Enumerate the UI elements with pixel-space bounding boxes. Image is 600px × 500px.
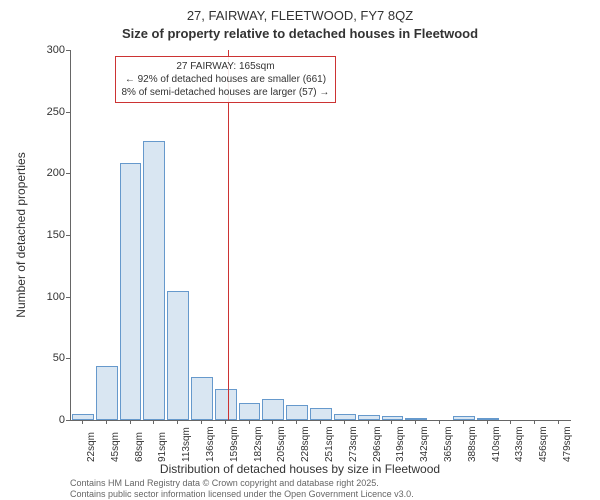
x-tick-label: 388sqm [467, 426, 478, 462]
histogram-bar [239, 403, 261, 420]
y-tick-label: 150 [35, 229, 65, 241]
x-tick-label: 319sqm [395, 426, 406, 462]
x-tick-label: 365sqm [443, 426, 454, 462]
y-tick-label: 200 [35, 167, 65, 179]
annotation-box: 27 FAIRWAY: 165sqm ← 92% of detached hou… [115, 56, 337, 103]
annotation-smaller: ← 92% of detached houses are smaller (66… [122, 73, 330, 86]
x-tick-label: 136sqm [205, 426, 216, 462]
x-tick-label: 479sqm [562, 426, 573, 462]
y-axis-label: Number of detached properties [14, 152, 28, 317]
x-tick-label: 159sqm [229, 426, 240, 462]
y-tick-label: 0 [35, 414, 65, 426]
histogram-bar [453, 416, 475, 420]
x-tick-label: 273sqm [348, 426, 359, 462]
x-tick-label: 205sqm [276, 426, 287, 462]
histogram-bar [382, 416, 404, 420]
histogram-bar [72, 414, 94, 420]
y-tick-label: 300 [35, 44, 65, 56]
y-tick-label: 250 [35, 106, 65, 118]
x-tick-label: 113sqm [181, 427, 192, 462]
plot-area: 27 FAIRWAY: 165sqm ← 92% of detached hou… [70, 50, 571, 421]
footnote-1: Contains HM Land Registry data © Crown c… [70, 478, 379, 488]
x-tick-label: 91sqm [157, 432, 168, 462]
chart-title-address: 27, FAIRWAY, FLEETWOOD, FY7 8QZ [0, 8, 600, 23]
x-tick-label: 296sqm [372, 426, 383, 462]
histogram-bar [477, 418, 499, 420]
x-tick-label: 22sqm [86, 432, 97, 462]
x-tick-label: 228sqm [300, 426, 311, 462]
histogram-bar [167, 291, 189, 421]
histogram-bar [262, 399, 284, 420]
histogram-bar [143, 141, 165, 420]
y-tick-label: 100 [35, 291, 65, 303]
x-tick-label: 68sqm [134, 432, 145, 462]
histogram-bar [358, 415, 380, 420]
property-marker-line [228, 50, 229, 420]
histogram-bar [215, 389, 237, 420]
x-tick-label: 182sqm [253, 426, 264, 462]
x-tick-label: 456sqm [538, 426, 549, 462]
x-tick-label: 251sqm [324, 426, 335, 462]
annotation-larger: 8% of semi-detached houses are larger (5… [122, 86, 330, 99]
x-tick-label: 433sqm [514, 426, 525, 462]
footnote-2: Contains public sector information licen… [70, 489, 414, 499]
histogram-bar [191, 377, 213, 420]
x-tick-label: 410sqm [491, 426, 502, 462]
x-axis-label: Distribution of detached houses by size … [0, 462, 600, 476]
annotation-property: 27 FAIRWAY: 165sqm [122, 60, 330, 73]
histogram-bar [310, 408, 332, 420]
x-tick-label: 45sqm [110, 432, 121, 462]
histogram-bar [96, 366, 118, 420]
histogram-bar [286, 405, 308, 420]
histogram-bar [120, 163, 142, 420]
x-tick-label: 342sqm [419, 426, 430, 462]
chart-title-desc: Size of property relative to detached ho… [0, 26, 600, 41]
property-size-chart: 27, FAIRWAY, FLEETWOOD, FY7 8QZ Size of … [0, 0, 600, 500]
histogram-bar [405, 418, 427, 420]
histogram-bar [334, 414, 356, 420]
y-tick-label: 50 [35, 352, 65, 364]
